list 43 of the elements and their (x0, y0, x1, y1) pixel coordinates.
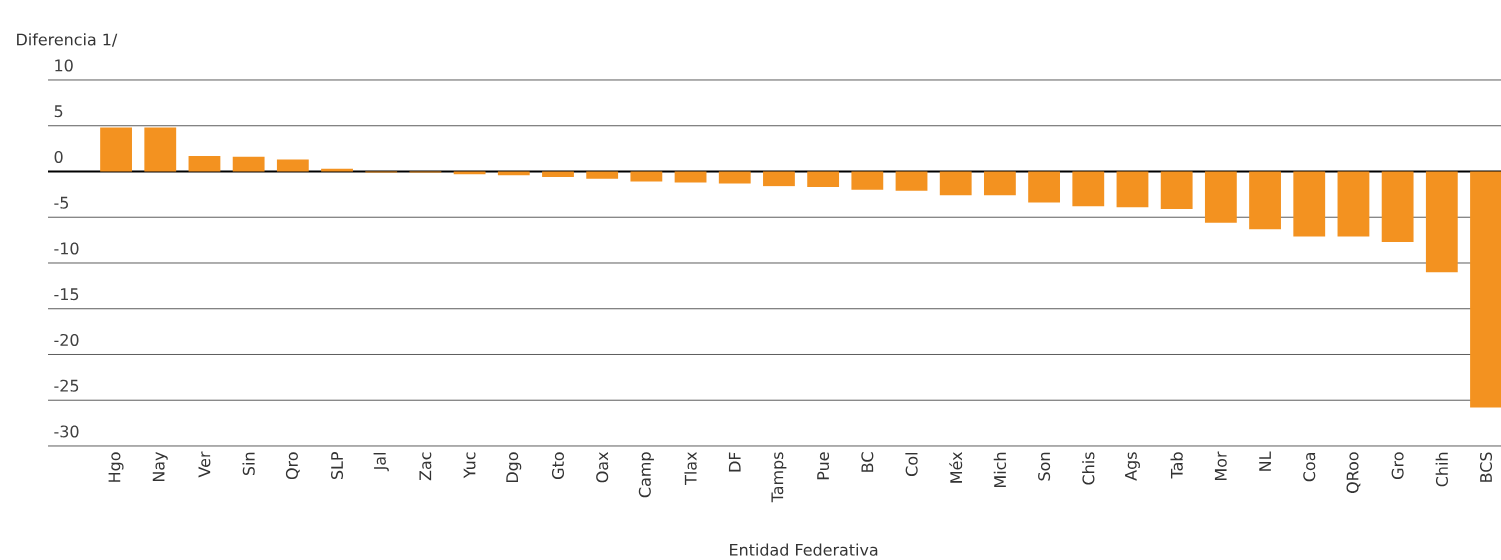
y-axis-title: Diferencia 1/ (17, 33, 118, 47)
x-tick-label: Tab (1170, 452, 1183, 479)
y-tick-label: -30 (54, 425, 79, 438)
y-tick-label: -5 (54, 196, 69, 209)
y-tick-label: -20 (54, 333, 79, 346)
x-tick-label: QRoo (1346, 452, 1361, 494)
y-tick-label: 5 (54, 105, 63, 118)
x-tick-label: DF (728, 452, 741, 472)
x-tick-label: SLP (331, 452, 344, 480)
x-tick-label: Chis (1082, 452, 1095, 485)
x-tick-label: Méx (949, 452, 963, 483)
x-tick-label: Oax (596, 452, 609, 483)
x-tick-label: Son (1038, 452, 1051, 481)
x-tick-label: Nay (152, 451, 168, 482)
x-tick-label: Camp (638, 452, 654, 498)
x-tick-label: Jal (373, 452, 389, 472)
x-tick-label: Dgo (506, 452, 522, 483)
x-tick-label: Tamps (771, 452, 787, 503)
x-tick-label: BC (861, 452, 874, 472)
x-tick-label: Gro (1391, 452, 1404, 479)
x-tick-label: Coa (1303, 452, 1316, 482)
x-tick-label: Col (905, 452, 918, 476)
x-tick-label: BCS (1479, 452, 1493, 482)
x-tick-label: Yuc (463, 452, 476, 479)
x-tick-label: Tlax (684, 452, 697, 485)
y-tick-label: 10 (55, 59, 73, 72)
y-tick-label: -10 (54, 242, 79, 255)
y-tick-label: 0 (54, 150, 63, 163)
x-tick-label: Sin (242, 452, 255, 476)
x-tick-label: Zac (419, 452, 432, 481)
x-tick-label: Hgo (108, 452, 124, 482)
y-tick-label: -15 (54, 288, 79, 301)
x-tick-label: Qro (285, 452, 300, 480)
x-tick-label: Gto (551, 452, 565, 479)
x-tick-label: Chih (1435, 452, 1448, 487)
x-tick-label: Mor (1214, 451, 1227, 480)
x-tick-label: Pue (817, 452, 830, 480)
y-tick-label: -25 (54, 379, 79, 392)
x-tick-label: Ver (198, 451, 211, 478)
x-tick-label: Mich (993, 452, 1007, 487)
x-tick-label: Ags (1125, 452, 1140, 481)
x-tick-label: NL (1259, 451, 1271, 471)
x-axis-title: Entidad Federativa (730, 543, 878, 556)
